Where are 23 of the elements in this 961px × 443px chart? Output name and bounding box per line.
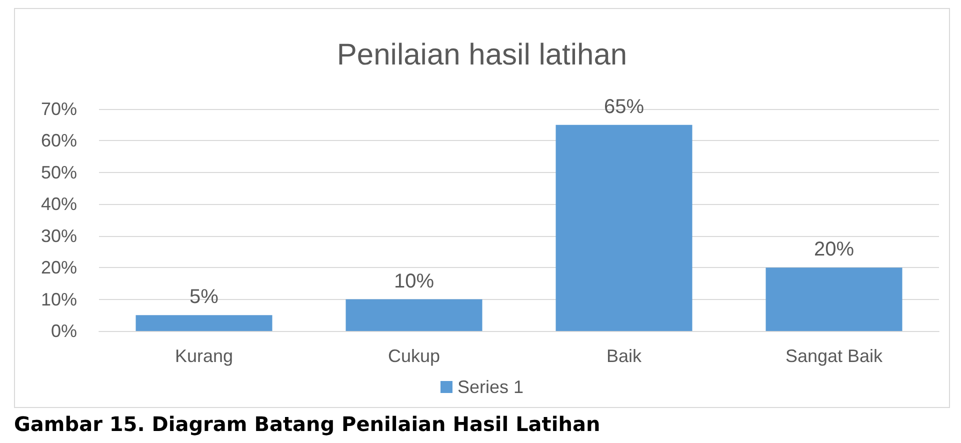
text: Gambar 15. Diagram Batang Penilaian Hasil Latihan: [14, 412, 600, 436]
bar: [556, 124, 692, 331]
y-tick-label: 10%: [40, 289, 77, 310]
x-tick-label: Sangat Baik: [785, 346, 884, 366]
data-label: 20%: [814, 238, 854, 261]
chart-title: Penilaian hasil latihan: [336, 38, 628, 72]
bar: [766, 268, 902, 331]
y-tick-label: 50%: [40, 162, 77, 182]
legend-label: Series 1: [457, 377, 524, 397]
y-tick-label: 0%: [50, 321, 77, 341]
data-label: 10%: [394, 270, 434, 292]
data-label: 5%: [190, 286, 219, 308]
x-tick-label: Cukup: [388, 346, 440, 366]
bar: [346, 299, 482, 331]
data-label: 65%: [604, 96, 644, 118]
y-tick-label: 20%: [40, 258, 77, 278]
x-tick-label: Baik: [606, 346, 643, 366]
bar: [136, 315, 272, 331]
x-tick-label: Kurang: [174, 346, 234, 366]
y-tick-label: 40%: [40, 194, 77, 214]
y-tick-label: 70%: [40, 99, 77, 119]
y-tick-label: 30%: [40, 226, 77, 246]
y-tick-label: 60%: [40, 130, 77, 151]
